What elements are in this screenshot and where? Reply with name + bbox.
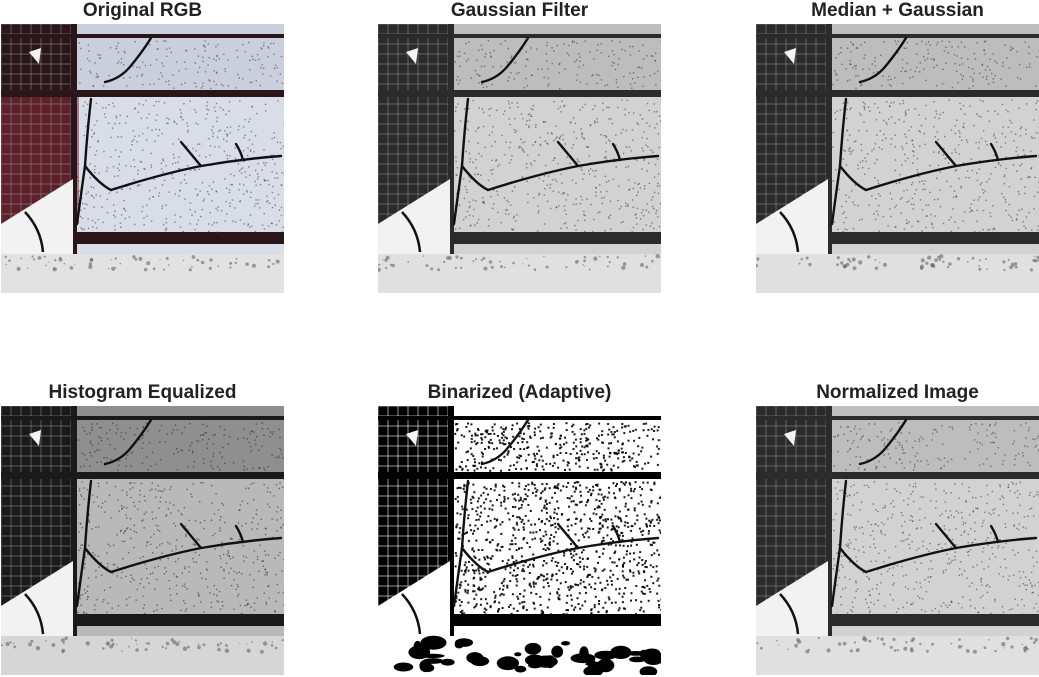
normalized-image: [756, 406, 1039, 675]
panel-normalized-image: Normalized Image: [756, 382, 1039, 675]
original-rgb-image: [1, 24, 284, 293]
binarized-adaptive-image: [378, 406, 661, 675]
panel-title: Normalized Image: [816, 382, 979, 403]
wall-scene: [1, 406, 284, 675]
panel-median-gaussian: Median + Gaussian: [756, 0, 1039, 293]
panel-histogram-equalized: Histogram Equalized: [1, 382, 284, 675]
panel-title: Median + Gaussian: [811, 0, 984, 21]
median-gaussian-image: [756, 24, 1039, 293]
wall-scene: [756, 24, 1039, 293]
panel-title: Binarized (Adaptive): [427, 382, 612, 403]
panel-gaussian-filter: Gaussian Filter: [378, 0, 661, 293]
wall-scene: [756, 406, 1039, 675]
histogram-equalized-image: [1, 406, 284, 675]
gaussian-filter-image: [378, 24, 661, 293]
panel-original-rgb: Original RGB: [1, 0, 284, 293]
panel-title: Histogram Equalized: [48, 382, 237, 403]
panel-title: Original RGB: [82, 0, 203, 21]
panel-binarized-adaptive: Binarized (Adaptive): [378, 382, 661, 675]
wall-scene: [378, 406, 661, 675]
wall-scene: [1, 24, 284, 293]
panel-title: Gaussian Filter: [450, 0, 589, 21]
wall-scene: [378, 24, 661, 293]
